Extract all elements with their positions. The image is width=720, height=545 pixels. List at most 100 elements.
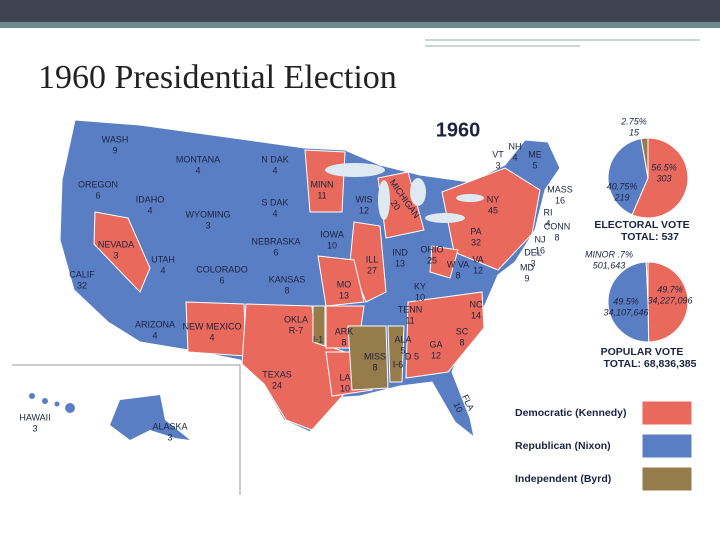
state-votes: 3 xyxy=(205,220,210,230)
state-name: W VA xyxy=(447,259,469,269)
map-note: I-1 xyxy=(313,334,324,344)
state-name: NEBRASKA xyxy=(251,236,300,246)
state-votes: 13 xyxy=(395,258,405,268)
state-name: OHIO xyxy=(420,244,443,254)
state-label: ME5 xyxy=(528,149,542,170)
state-name: OREGON xyxy=(78,179,118,189)
hawaii-shape xyxy=(29,393,75,413)
state-votes: 3 xyxy=(495,160,500,170)
state-shape xyxy=(387,325,405,383)
state-votes: 6 xyxy=(219,275,224,285)
pie-title: POPULAR VOTE xyxy=(601,346,684,358)
state-name: ILL xyxy=(366,254,379,264)
state-shape xyxy=(347,325,389,391)
state-name: NJ xyxy=(535,234,546,244)
lake xyxy=(410,178,426,206)
state-votes: 4 xyxy=(272,165,277,175)
state-votes: 11 xyxy=(405,315,414,325)
pie-votes: 15 xyxy=(629,127,640,137)
pie-slice xyxy=(647,261,689,343)
pie-votes: 219 xyxy=(613,192,629,202)
state-name: CALIF xyxy=(69,269,95,279)
state-name: CONN xyxy=(544,221,571,231)
state-name: GA xyxy=(429,339,442,349)
pie-total: TOTAL: 68,836,385 xyxy=(604,358,697,370)
state-votes: 45 xyxy=(488,205,498,215)
state-label: W VA8 xyxy=(447,259,469,280)
pie-total: TOTAL: 537 xyxy=(621,231,679,243)
legend-swatch xyxy=(641,466,693,492)
pie-votes: 34,107,646 xyxy=(603,307,648,317)
state-name: ARK xyxy=(335,326,354,336)
state-votes: 12 xyxy=(473,265,483,275)
state-votes: 3 xyxy=(167,432,172,442)
state-name: WASH xyxy=(102,134,129,144)
state-name: ALA xyxy=(394,334,411,344)
state-name: DEL xyxy=(524,247,542,257)
state-votes: 4 xyxy=(147,205,152,215)
state-name: NEVADA xyxy=(98,239,134,249)
state-votes: 10 xyxy=(340,383,350,393)
island xyxy=(29,393,35,399)
island xyxy=(65,403,75,413)
state-shape xyxy=(312,305,326,347)
state-votes: 16 xyxy=(535,245,545,255)
state-votes: 8 xyxy=(455,270,460,280)
top-strip xyxy=(0,22,720,28)
pie-votes: 501,643 xyxy=(593,260,626,270)
state-name: WYOMING xyxy=(186,209,231,219)
state-votes: 4 xyxy=(195,165,200,175)
state-votes: 5 xyxy=(400,345,405,355)
state-shape xyxy=(317,255,365,307)
state-votes: 8 xyxy=(372,362,377,372)
state-name: SC xyxy=(456,326,469,336)
state-name: VT xyxy=(492,149,504,159)
state-name: COLORADO xyxy=(196,264,248,274)
map-note: I-6 xyxy=(393,359,404,369)
state-name: IDAHO xyxy=(136,194,165,204)
pie-slice xyxy=(645,261,649,303)
pie-slice xyxy=(607,261,650,343)
state-votes: 9 xyxy=(524,273,529,283)
state-votes: 13 xyxy=(339,290,349,300)
state-name: KANSAS xyxy=(269,274,306,284)
legend-label: Republican (Nixon) xyxy=(515,440,611,452)
state-votes: 4 xyxy=(209,332,214,342)
state-votes: 5 xyxy=(532,160,537,170)
state-votes: 8 xyxy=(341,337,346,347)
state-name: HAWAII xyxy=(19,412,50,422)
state-shape xyxy=(405,291,485,379)
map-title: 1960 xyxy=(436,119,481,141)
pie-slice xyxy=(640,137,649,179)
state-votes: 8 xyxy=(284,285,289,295)
state-votes: 4 xyxy=(152,330,157,340)
state-votes: 24 xyxy=(272,380,282,390)
state-votes: 9 xyxy=(112,145,117,155)
pie-label: 40.75% xyxy=(607,181,638,191)
alaska-shape xyxy=(110,395,190,440)
state-name: NC xyxy=(470,299,483,309)
